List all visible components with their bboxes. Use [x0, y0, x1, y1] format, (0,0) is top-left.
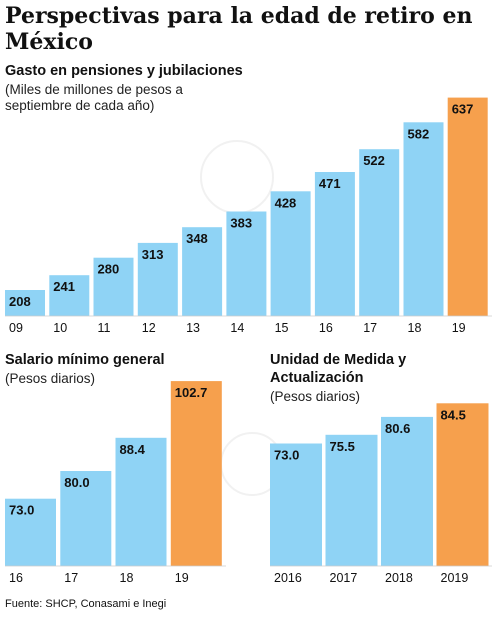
bar-18	[403, 122, 444, 316]
tick-label-2018: 2018	[385, 571, 413, 585]
data-label-11: 280	[98, 262, 120, 277]
bar-13	[182, 227, 223, 316]
chart3-subtitle: (Pesos diarios)	[270, 389, 361, 404]
data-label-12: 313	[142, 247, 164, 262]
bar-16	[314, 172, 355, 316]
tick-label-2017: 2017	[330, 571, 358, 585]
tick-label-18: 18	[120, 571, 134, 585]
tick-label-09: 09	[9, 321, 23, 335]
data-label-19: 102.7	[175, 385, 208, 400]
tick-label-15: 15	[275, 321, 289, 335]
tick-label-10: 10	[53, 321, 67, 335]
data-label-2018: 80.6	[385, 421, 410, 436]
data-label-14: 383	[230, 216, 252, 231]
data-label-17: 522	[363, 153, 385, 168]
bar-14	[226, 211, 267, 316]
bar-2019	[436, 403, 489, 567]
bar-15	[270, 191, 311, 316]
data-label-16: 73.0	[9, 503, 34, 518]
tick-label-11: 11	[98, 321, 111, 335]
bar-11	[93, 257, 134, 316]
tick-label-2019: 2019	[441, 571, 469, 585]
bar-17	[359, 149, 400, 316]
bar-16	[5, 498, 56, 566]
tick-label-18: 18	[408, 321, 422, 335]
chart3-title: Unidad de Medida y Actualización	[270, 352, 407, 386]
data-label-2017: 75.5	[330, 439, 355, 454]
tick-label-2016: 2016	[274, 571, 302, 585]
tick-label-12: 12	[142, 321, 156, 335]
data-label-18: 582	[408, 126, 430, 141]
bar-2018	[381, 416, 433, 566]
bar-2016	[270, 443, 322, 566]
data-label-18: 88.4	[120, 442, 146, 457]
chart2-subtitle: (Pesos diarios)	[5, 371, 96, 386]
bar-19	[170, 381, 222, 566]
data-label-2016: 73.0	[274, 448, 299, 463]
chart1-title: Gasto en pensiones y jubilaciones	[5, 63, 243, 79]
bar-19	[447, 97, 488, 316]
bar-17	[60, 471, 112, 566]
source-note: Fuente: SHCP, Conasami e Inegi	[5, 598, 167, 610]
data-label-09: 208	[9, 294, 31, 309]
tick-label-16: 16	[319, 321, 333, 335]
data-label-2019: 84.5	[441, 407, 466, 422]
tick-label-16: 16	[9, 571, 23, 585]
page-title: Perspectivas para la edad de retiro en M…	[5, 3, 473, 55]
bar-09	[5, 290, 45, 316]
tick-label-13: 13	[186, 321, 200, 335]
bar-10	[49, 275, 90, 316]
data-label-13: 348	[186, 231, 208, 246]
tick-label-14: 14	[230, 321, 244, 335]
tick-label-17: 17	[64, 571, 78, 585]
chart1-subtitle: (Miles de millones de pesos a septiembre…	[5, 82, 183, 113]
chart2-title: Salario mínimo general	[5, 352, 165, 368]
tick-label-17: 17	[363, 321, 377, 335]
tick-label-19: 19	[175, 571, 189, 585]
bar-2017	[325, 434, 378, 567]
data-label-17: 80.0	[64, 475, 89, 490]
data-label-19: 637	[452, 102, 474, 117]
bar-18	[115, 437, 167, 567]
bar-12	[137, 242, 178, 316]
tick-label-19: 19	[452, 321, 466, 335]
data-label-10: 241	[53, 279, 75, 294]
data-label-15: 428	[275, 195, 297, 210]
data-label-16: 471	[319, 176, 341, 191]
